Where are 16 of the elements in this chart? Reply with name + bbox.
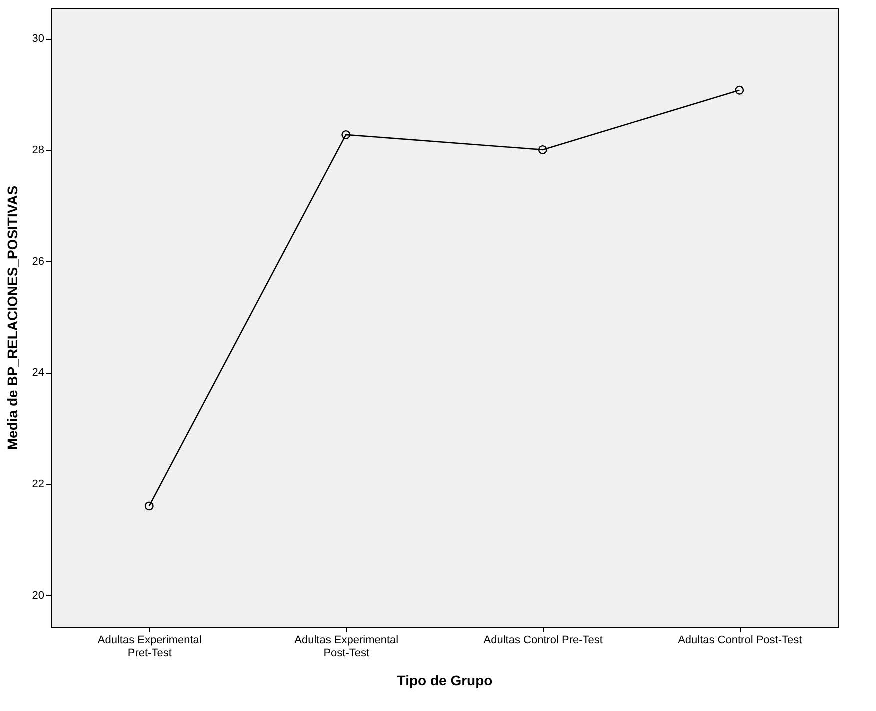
point <box>538 145 548 154</box>
y-axis-title: Media de BP_RELACIONES_POSITIVAS <box>4 186 20 450</box>
x-tick-label: Adultas Experimental Pret-Test <box>98 634 202 660</box>
point <box>342 130 351 140</box>
y-tick-label: 28 <box>32 144 44 156</box>
x-tick-label: Adultas Control Pre-Test <box>484 634 603 646</box>
y-tick-label: 22 <box>32 478 44 490</box>
point <box>144 502 154 511</box>
y-tick-label: 24 <box>32 367 44 380</box>
y-tick-label: 20 <box>32 590 44 602</box>
point <box>735 86 744 95</box>
x-tick-label: Adultas Control Post-Test <box>678 634 802 646</box>
y-tick-label: 30 <box>32 33 44 46</box>
y-tick-label: 26 <box>32 256 44 268</box>
x-axis-title: Tipo de Grupo <box>397 672 493 688</box>
x-tick-label: Adultas Experimental Post-Test <box>294 634 399 660</box>
